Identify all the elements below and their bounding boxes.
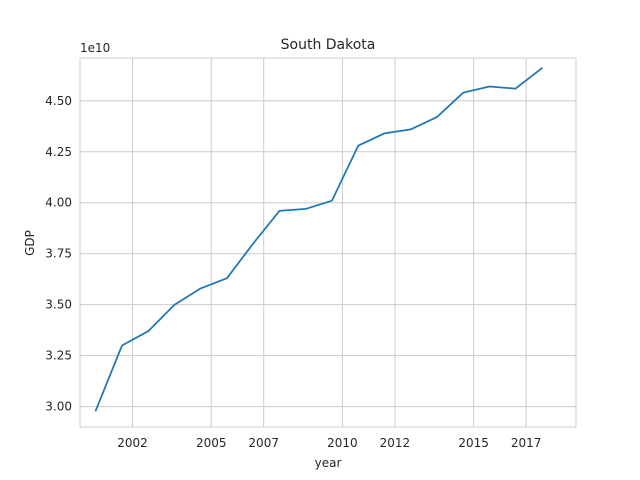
grid-lines	[80, 58, 576, 427]
tick-labels: 3.00 3.25 3.50 3.75 4.00 4.25 4.50 2002 2005 2007…	[45, 94, 541, 450]
x-tick-label: 2002	[117, 436, 148, 450]
x-tick-label: 2005	[196, 436, 227, 450]
y-tick-label: 4.50	[45, 94, 72, 108]
y-tick-label: 4.00	[45, 196, 72, 210]
x-tick-label: 2007	[248, 436, 279, 450]
y-tick-label: 4.25	[45, 145, 72, 159]
x-tick-label: 2012	[380, 436, 411, 450]
chart-title: South Dakota	[281, 37, 376, 53]
x-tick-label: 2015	[458, 436, 489, 450]
y-axis-offset-label: 1e10	[80, 41, 110, 55]
y-axis-label: GDP	[23, 230, 37, 256]
series-line	[94, 67, 543, 412]
x-tick-label: 2010	[327, 436, 358, 450]
x-tick-label: 2017	[511, 436, 542, 450]
y-tick-label: 3.50	[45, 298, 72, 312]
y-tick-label: 3.25	[45, 349, 72, 363]
y-tick-label: 3.75	[45, 247, 72, 261]
plot-frame	[79, 57, 577, 428]
y-tick-label: 3.00	[45, 400, 72, 414]
series-layer	[94, 67, 543, 412]
x-axis-label: year	[315, 456, 342, 470]
